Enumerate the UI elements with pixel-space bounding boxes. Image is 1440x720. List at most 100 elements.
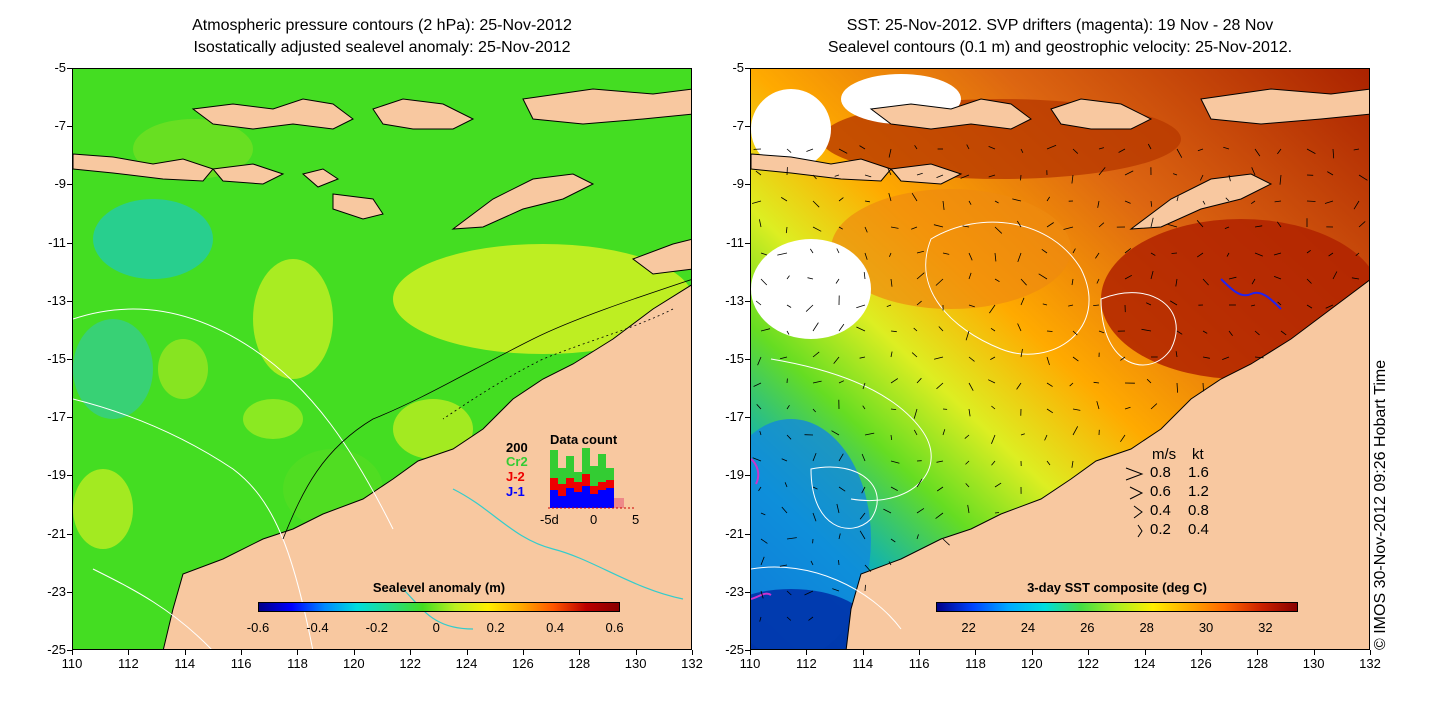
left-map-x-tick-label: 126 — [512, 656, 534, 671]
velocity-arrow — [1175, 351, 1178, 358]
velocity-arrow — [831, 430, 840, 436]
velocity-arrow — [833, 356, 840, 364]
left-map-y-tick-label: -21 — [47, 525, 66, 541]
velocity-legend-ms-value: 0.6 — [1150, 483, 1171, 500]
right-map-y-tick-mark — [745, 300, 750, 302]
left-map-y-tick-label: -9 — [54, 176, 66, 192]
velocity-arrow — [1332, 271, 1338, 280]
velocity-arrow — [1096, 278, 1100, 284]
velocity-arrow — [1277, 148, 1282, 155]
right-map-x-tick-label: 118 — [965, 656, 986, 671]
velocity-arrow — [1251, 278, 1256, 285]
left-map-x-tick-mark — [184, 650, 186, 655]
data-count-series-j1: J-1 — [506, 484, 525, 499]
left-map-x-tick-mark — [522, 650, 524, 655]
left-map-x-tick-label: 128 — [568, 656, 591, 671]
velocity-arrow — [883, 508, 892, 514]
velocity-arrow — [994, 278, 1000, 283]
velocity-arrow — [936, 486, 944, 492]
sst-colorbar-tick-label: 28 — [1139, 620, 1154, 635]
left-map-x-tick-mark — [353, 650, 355, 655]
velocity-arrow — [1325, 304, 1334, 309]
sst-map[interactable] — [750, 68, 1370, 650]
velocity-arrow — [864, 252, 868, 260]
data-count-xlabel-end: 5 — [632, 512, 640, 527]
velocity-arrow — [1147, 143, 1152, 150]
velocity-arrow — [834, 174, 840, 177]
right-map-x-tick-label: 132 — [1359, 656, 1381, 671]
right-map-x-tick-mark — [919, 650, 921, 655]
velocity-arrow — [935, 278, 944, 286]
velocity-arrow — [1199, 174, 1204, 181]
velocity-arrow — [1254, 252, 1263, 257]
right-map-y-tick-label: -13 — [725, 292, 744, 308]
velocity-arrow — [812, 486, 818, 490]
velocity-arrow — [936, 174, 944, 178]
velocity-arrow — [1202, 356, 1210, 359]
sealevel-anomaly-map[interactable] — [72, 68, 692, 650]
velocity-arrow — [781, 458, 788, 462]
velocity-legend-kt-value: 0.8 — [1188, 502, 1209, 519]
velocity-arrow — [1358, 174, 1368, 181]
velocity-arrow — [1017, 252, 1022, 263]
velocity-legend: m/s kt 0.8 1.6 0.6 1.2 0.4 0.8 0.2 0.4 — [1120, 446, 1230, 541]
velocity-arrow — [916, 478, 923, 488]
data-count-histogram — [548, 448, 636, 509]
velocity-arrow — [1071, 174, 1074, 184]
velocity-arrow — [1351, 277, 1360, 280]
right-map-x-tick-mark — [975, 650, 977, 655]
velocity-arrow — [964, 434, 970, 439]
velocity-arrow — [890, 278, 893, 287]
right-map-x-tick-mark — [1313, 650, 1315, 655]
velocity-arrow — [1175, 278, 1178, 287]
velocity-arrow — [1120, 434, 1126, 443]
velocity-arrow — [936, 460, 944, 463]
right-map-y-tick-label: -7 — [732, 118, 744, 134]
velocity-arrow — [911, 192, 918, 202]
left-map-y-tick-mark — [67, 184, 72, 186]
velocity-arrow — [1124, 200, 1131, 204]
velocity-arrow — [1176, 148, 1183, 158]
right-map-x-tick-mark — [750, 650, 751, 655]
left-map-x-tick-label: 110 — [61, 656, 83, 671]
sst-colorbar — [936, 602, 1298, 612]
velocity-arrow — [760, 512, 766, 516]
velocity-arrow — [786, 616, 792, 621]
right-map-y-tick-label: -17 — [725, 409, 744, 425]
velocity-arrow — [968, 356, 975, 362]
left-map-y-tick-label: -23 — [47, 583, 66, 599]
velocity-arrow — [760, 538, 768, 544]
left-map-y-tick-label: -13 — [47, 292, 66, 308]
left-map-x-tick-label: 116 — [230, 656, 252, 671]
velocity-arrow — [1358, 221, 1366, 228]
velocity-arrow — [863, 272, 866, 280]
velocity-arrow — [1063, 226, 1074, 230]
right-map-x-tick-mark — [1257, 650, 1259, 655]
velocity-arrow — [1273, 276, 1282, 280]
velocity-arrow — [1222, 356, 1230, 360]
velocity-arrow — [838, 533, 841, 540]
velocity-arrow — [838, 226, 844, 230]
right-map-x-tick-label: 126 — [1190, 656, 1212, 671]
velocity-arrow — [864, 564, 872, 572]
right-map-y-tick-mark — [745, 242, 750, 244]
velocity-arrow — [994, 252, 997, 262]
sla-colorbar-tick-label: 0.4 — [546, 620, 565, 635]
velocity-arrow — [1353, 200, 1360, 210]
left-map-x-tick-label: 124 — [455, 656, 478, 671]
left-map-y-tick-mark — [67, 242, 72, 244]
velocity-arrow — [1098, 147, 1105, 150]
velocity-arrow — [760, 252, 768, 256]
velocity-arrow — [760, 278, 768, 286]
sst-colorbar-tick-label: 30 — [1198, 620, 1214, 635]
velocity-arrow — [1020, 348, 1023, 358]
velocity-arrow — [916, 172, 923, 176]
velocity-arrow — [1176, 196, 1179, 202]
velocity-arrow — [890, 434, 893, 441]
left-map-x-tick-mark — [692, 650, 693, 655]
velocity-arrow — [836, 503, 840, 514]
velocity-arrow — [832, 588, 840, 592]
velocity-arrow — [809, 248, 814, 254]
velocity-arrow — [1228, 276, 1237, 280]
right-map-y-tick-mark — [745, 650, 750, 651]
